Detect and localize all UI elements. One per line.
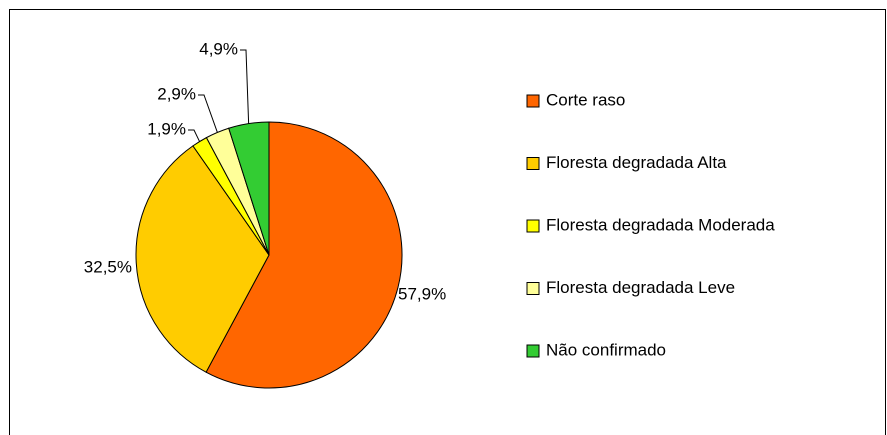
chart-frame xyxy=(9,9,886,435)
pie-slice xyxy=(205,121,403,389)
leader-line xyxy=(188,129,201,142)
pie-slice xyxy=(135,145,270,373)
legend-label: Não confirmado xyxy=(546,340,666,359)
data-label: 32,5% xyxy=(84,257,132,276)
legend-swatch xyxy=(526,219,540,233)
leader-line xyxy=(198,94,218,133)
legend-swatch xyxy=(526,94,540,108)
legend-label: Floresta degradada Alta xyxy=(546,153,727,172)
data-label: 2,9% xyxy=(157,84,196,103)
leader-line xyxy=(240,49,250,124)
legend-swatch xyxy=(526,344,540,358)
legend-label: Floresta degradada Leve xyxy=(546,278,735,297)
data-label: 1,9% xyxy=(147,119,186,138)
pie-slice xyxy=(228,121,270,256)
legend-label: Floresta degradada Moderada xyxy=(546,215,775,234)
data-label: 57,9% xyxy=(398,284,446,303)
legend-swatch xyxy=(526,282,540,295)
data-label: 4,9% xyxy=(199,39,238,58)
legend-label: Corte raso xyxy=(546,90,625,109)
legend-swatch xyxy=(526,157,540,170)
